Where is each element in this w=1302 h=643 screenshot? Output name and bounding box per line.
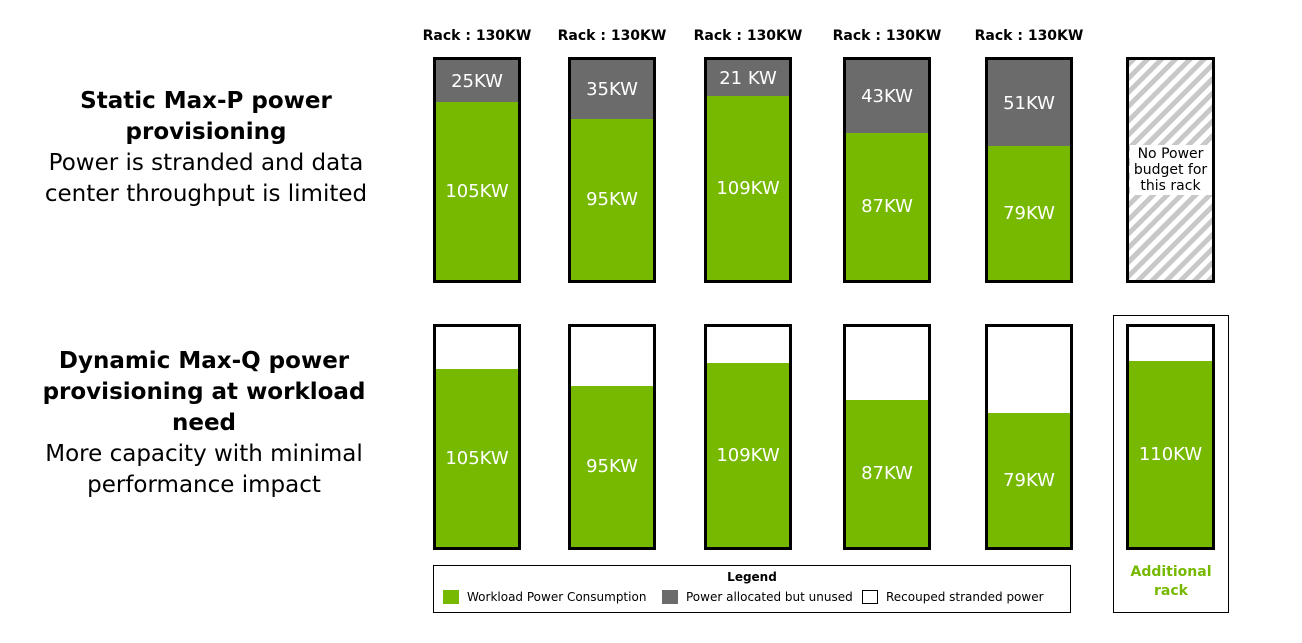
dynamic-title-line2: provisioning at workload need (42, 379, 366, 436)
additional-rack-label: Additional rack (1113, 563, 1229, 601)
workload-swatch (443, 590, 459, 604)
workload-power-segment: 87KW (846, 133, 928, 280)
unused-power-segment: 35KW (571, 60, 653, 119)
recouped-power-segment (571, 327, 653, 386)
workload-power-segment: 95KW (571, 386, 653, 547)
dynamic-rack: 109KW (704, 324, 792, 550)
recouped-power-segment (988, 327, 1070, 413)
static-provisioning-text: Static Max-P power provisioning Power is… (16, 86, 396, 210)
workload-power-segment: 105KW (436, 369, 518, 547)
static-title-line2: provisioning (125, 119, 287, 145)
workload-power-label: 87KW (861, 196, 913, 217)
dynamic-rack: 87KW (843, 324, 931, 550)
workload-power-label: 105KW (445, 447, 509, 469)
rack-capacity-label: Rack : 130KW (422, 28, 532, 44)
rack-capacity-label: Rack : 130KW (974, 28, 1084, 44)
unused-power-segment: 51KW (988, 60, 1070, 146)
recouped-power-segment (846, 327, 928, 400)
no-budget-text: No Power budget for this rack (1129, 145, 1212, 195)
rack-capacity-label: Rack : 130KW (693, 28, 803, 44)
legend: Legend Workload Power Consumption Power … (433, 565, 1071, 613)
rack-capacity-label: Rack : 130KW (557, 28, 667, 44)
unused-swatch (662, 590, 678, 604)
recouped-power-segment (707, 327, 789, 363)
unused-power-segment: 43KW (846, 60, 928, 133)
workload-power-label: 79KW (1003, 469, 1055, 491)
unused-power-segment: 21 KW (707, 60, 789, 96)
workload-power-segment: 109KW (707, 363, 789, 547)
additional-rack: 110KW (1126, 324, 1215, 550)
legend-title: Legend (727, 570, 777, 584)
workload-power-segment: 79KW (988, 413, 1070, 547)
workload-power-label: 95KW (586, 456, 638, 477)
unused-power-segment: 25KW (436, 60, 518, 102)
dynamic-subtitle-line1: More capacity with minimal (45, 441, 363, 467)
dynamic-subtitle-line2: performance impact (87, 472, 321, 498)
dynamic-rack: 105KW (433, 324, 521, 550)
unused-power-label: 21 KW (719, 67, 777, 89)
static-rack: 51KW 79KW (985, 57, 1073, 283)
static-subtitle-line1: Power is stranded and data (48, 150, 364, 176)
static-subtitle-line2: center throughput is limited (44, 181, 368, 207)
additional-rack-workload-label: 110KW (1138, 443, 1203, 465)
workload-power-label: 109KW (716, 177, 780, 199)
workload-power-segment: 109KW (707, 96, 789, 280)
additional-rack-headroom (1129, 327, 1212, 361)
unused-power-label: 43KW (861, 86, 913, 107)
legend-label-workload: Workload Power Consumption (467, 590, 647, 604)
no-budget-rack: No Power budget for this rack (1126, 57, 1215, 283)
dynamic-rack: 95KW (568, 324, 656, 550)
additional-rack-frame (1113, 315, 1229, 613)
legend-label-unused: Power allocated but unused (686, 590, 853, 604)
dynamic-title-line1: Dynamic Max-Q power (58, 348, 350, 374)
static-title-line1: Static Max-P power (80, 88, 332, 114)
workload-power-label: 109KW (716, 444, 780, 466)
legend-item-recouped: Recouped stranded power (862, 590, 1044, 604)
workload-power-label: 79KW (1003, 202, 1055, 224)
static-rack: 25KW 105KW (433, 57, 521, 283)
additional-rack-workload-segment: 110KW (1129, 361, 1212, 547)
workload-power-label: 95KW (586, 189, 638, 210)
recouped-power-segment (436, 327, 518, 369)
legend-item-unused: Power allocated but unused (662, 590, 853, 604)
unused-power-label: 35KW (586, 79, 638, 100)
unused-power-label: 25KW (451, 70, 503, 92)
unused-power-label: 51KW (1003, 92, 1055, 114)
workload-power-segment: 79KW (988, 146, 1070, 280)
static-rack: 35KW 95KW (568, 57, 656, 283)
dynamic-provisioning-text: Dynamic Max-Q power provisioning at work… (14, 346, 394, 501)
workload-power-segment: 87KW (846, 400, 928, 547)
rack-capacity-label: Rack : 130KW (832, 28, 942, 44)
legend-label-recouped: Recouped stranded power (886, 590, 1044, 604)
dynamic-rack: 79KW (985, 324, 1073, 550)
recouped-swatch (862, 590, 878, 604)
additional-rack-label-line2: rack (1154, 583, 1188, 599)
workload-power-segment: 95KW (571, 119, 653, 280)
workload-power-label: 105KW (445, 180, 509, 202)
legend-item-workload: Workload Power Consumption (443, 590, 646, 604)
workload-power-segment: 105KW (436, 102, 518, 280)
additional-rack-label-line1: Additional (1130, 564, 1212, 580)
static-rack: 21 KW 109KW (704, 57, 792, 283)
workload-power-label: 87KW (861, 463, 913, 484)
static-rack: 43KW 87KW (843, 57, 931, 283)
